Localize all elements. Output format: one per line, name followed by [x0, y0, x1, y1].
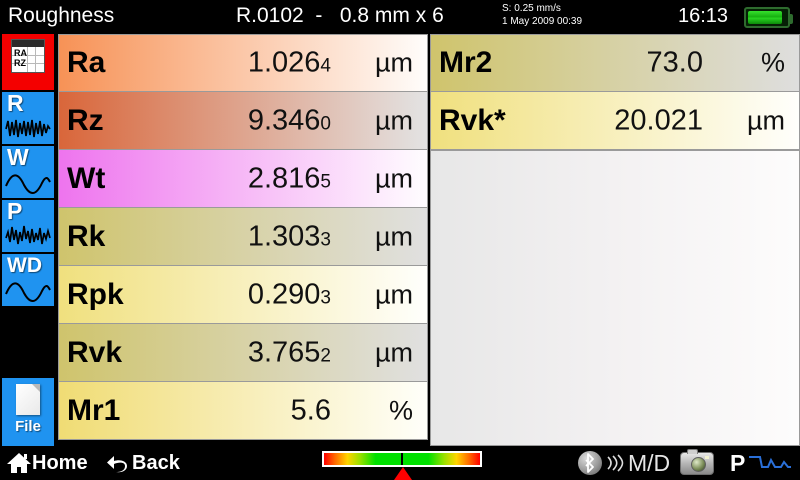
parameter-unit: µm — [374, 221, 413, 251]
table-row[interactable]: Rvk* 20.021 µm — [430, 92, 800, 150]
camera-button[interactable] — [680, 446, 714, 480]
parameter-name: Ra — [67, 46, 106, 79]
parameter-value: 9.3460 — [247, 104, 331, 136]
parameter-value: 0.2903 — [247, 278, 331, 310]
profile-label: P — [730, 449, 746, 476]
parameter-name: Rk — [67, 219, 106, 253]
measurement-datetime: 1 May 2009 00:39 — [502, 16, 583, 27]
sidebar-item-label: R — [7, 92, 24, 116]
camera-icon — [680, 448, 714, 475]
table-row[interactable]: Wt 2.8165 µm — [58, 150, 428, 208]
waviness-dominant-wave-icon — [5, 282, 51, 302]
table-row[interactable]: Ra 1.0264 µm — [58, 34, 428, 92]
results-table: Ra 1.0264 µm Rz 9.3460 µm Wt 2.8165 µm Rk 1.3033 µm… — [56, 34, 800, 446]
home-label: Home — [32, 451, 88, 474]
table-row[interactable]: Rk 1.3033 µm — [58, 208, 428, 266]
battery-icon — [744, 7, 793, 28]
sidebar-item-p[interactable]: P — [2, 200, 54, 252]
parameter-unit: µm — [374, 163, 413, 193]
bottom-bar: Home Back M/D — [0, 446, 800, 480]
sidebar-item-ra-rz[interactable]: RA RZ — [2, 34, 54, 90]
table-row[interactable]: Rz 9.3460 µm — [58, 92, 428, 150]
file-page-icon — [16, 384, 40, 415]
parameter-value-last-digit: 2 — [320, 345, 331, 366]
profile-wave-icon — [749, 456, 792, 468]
parameter-unit: µm — [374, 279, 413, 309]
parameter-value: 73.0 — [646, 46, 703, 79]
measurement-spec: R.0102 - 0.8 mm x 6 — [236, 4, 444, 27]
parameter-name: Rvk* — [439, 103, 506, 137]
gauge-center-tick — [401, 453, 403, 465]
parameter-name: Rz — [67, 103, 104, 137]
results-column-left: Ra 1.0264 µm Rz 9.3460 µm Wt 2.8165 µm Rk 1.3033 µm… — [58, 34, 428, 446]
table-icon: RA RZ — [11, 39, 45, 73]
parameter-value-last-digit: 3 — [320, 287, 331, 308]
bluetooth-icon — [578, 451, 602, 475]
parameter-value: 1.3033 — [247, 220, 331, 252]
home-button[interactable]: Home — [6, 446, 88, 480]
md-label: M/D — [628, 449, 671, 476]
parameter-unit: % — [760, 47, 785, 78]
parameter-name: Mr1 — [67, 393, 121, 427]
sidebar-item-w[interactable]: W — [2, 146, 54, 198]
probe-speed: S: 0.25 mm/s — [502, 3, 561, 14]
gauge-pointer — [394, 467, 412, 480]
parameter-unit: % — [388, 395, 413, 425]
table-row[interactable]: Rvk 3.7652 µm — [58, 324, 428, 382]
parameter-unit: µm — [374, 337, 413, 367]
parameter-value: 5.6 — [290, 394, 331, 426]
back-button[interactable]: Back — [106, 446, 180, 480]
page-title: Roughness — [8, 4, 115, 27]
sidebar-item-label: P — [7, 200, 23, 224]
waviness-wave-icon — [5, 174, 51, 194]
battery-fill — [748, 11, 782, 24]
signal-waves-icon — [607, 454, 624, 472]
clock: 16:13 — [678, 5, 729, 27]
sidebar-ra-label: RA — [14, 48, 27, 58]
sidebar-item-label: W — [7, 146, 29, 170]
file-button-label: File — [15, 418, 41, 435]
parameter-value-last-digit: 0 — [320, 113, 331, 134]
sidebar-item-file[interactable]: File — [2, 378, 54, 446]
sidebar-item-r[interactable]: R — [2, 92, 54, 144]
results-column-right: Mr2 73.0% Rvk* 20.021 µm — [430, 34, 800, 446]
range-gauge — [322, 451, 482, 467]
back-arrow-icon — [107, 456, 127, 473]
status-info: S: 0.25 mm/s 1 May 2009 00:39 — [502, 2, 582, 28]
sidebar-rz-label: RZ — [14, 58, 26, 68]
header-bar: Roughness R.0102 - 0.8 mm x 6 S: 0.25 mm… — [0, 0, 800, 34]
primary-wave-icon — [5, 225, 51, 245]
empty-results-panel — [430, 150, 800, 446]
sidebar-item-label: WD — [7, 254, 42, 277]
parameter-value: 2.8165 — [247, 162, 331, 194]
parameter-value: 1.0264 — [247, 46, 331, 79]
parameter-value-last-digit: 3 — [320, 229, 331, 250]
bluetooth-status[interactable] — [578, 446, 624, 480]
parameter-name: Rpk — [67, 277, 124, 311]
parameter-value: 3.7652 — [247, 336, 331, 368]
battery-cap — [789, 14, 793, 24]
parameter-value: 20.021 — [614, 104, 703, 136]
parameter-value-last-digit: 4 — [320, 55, 331, 77]
parameter-unit: µm — [374, 47, 413, 78]
parameter-unit: µm — [746, 105, 785, 135]
md-indicator[interactable]: M/D — [628, 446, 670, 480]
house-icon — [7, 453, 31, 473]
parameter-value-last-digit: 5 — [320, 171, 331, 192]
parameter-unit: µm — [374, 105, 413, 135]
parameter-name: Wt — [67, 161, 106, 195]
profile-indicator[interactable]: P — [730, 446, 792, 480]
back-label: Back — [132, 451, 180, 474]
roughness-wave-icon — [5, 119, 51, 138]
parameter-name: Rvk — [67, 335, 123, 369]
table-row[interactable]: Mr2 73.0% — [430, 34, 800, 92]
sidebar: RA RZ R W P WD — [0, 34, 56, 446]
parameter-name: Mr2 — [439, 46, 493, 79]
table-row[interactable]: Mr1 5.6% — [58, 382, 428, 440]
table-row[interactable]: Rpk 0.2903 µm — [58, 266, 428, 324]
sidebar-item-wd[interactable]: WD — [2, 254, 54, 306]
